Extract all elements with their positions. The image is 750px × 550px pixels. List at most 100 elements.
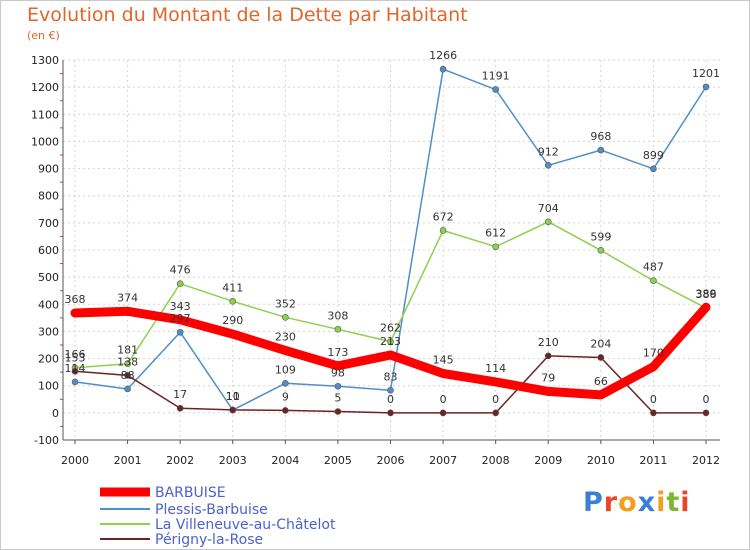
data-label: 138 <box>117 355 138 368</box>
data-point <box>702 409 710 417</box>
data-label: 0 <box>650 393 657 406</box>
x-tick-label: 2008 <box>482 454 510 467</box>
data-label: 262 <box>380 322 401 335</box>
data-point <box>124 360 131 368</box>
logo-letter: P <box>583 487 604 518</box>
y-tick-label: 1100 <box>31 108 59 121</box>
data-point <box>334 325 342 333</box>
data-label: 173 <box>327 346 348 359</box>
data-label: 0 <box>440 393 447 406</box>
data-label: 0 <box>492 393 499 406</box>
data-point <box>597 391 604 398</box>
data-point <box>703 304 709 311</box>
data-label: 704 <box>538 202 559 215</box>
data-label: 968 <box>590 130 611 143</box>
x-tick-label: 2009 <box>534 454 562 467</box>
x-tick-label: 2000 <box>61 454 89 467</box>
y-tick-label: 600 <box>38 244 59 257</box>
data-point <box>545 388 552 395</box>
data-point <box>544 162 552 169</box>
data-label: 98 <box>331 366 345 379</box>
y-tick-label: 500 <box>38 271 59 284</box>
data-label: 114 <box>485 362 506 375</box>
x-tick-label: 2011 <box>639 454 667 467</box>
data-label: 297 <box>170 312 191 325</box>
x-tick-label: 2003 <box>219 454 247 467</box>
data-point <box>282 407 289 414</box>
data-point <box>387 352 394 359</box>
x-tick-label: 2007 <box>429 454 457 467</box>
data-label: 290 <box>222 314 243 327</box>
logo-letter: x <box>637 487 657 518</box>
x-tick-label: 2010 <box>587 454 615 467</box>
data-label: 66 <box>594 375 608 388</box>
data-label: 5 <box>334 392 341 405</box>
data-point <box>439 409 447 417</box>
series <box>70 65 711 417</box>
y-tick-label: 300 <box>38 325 59 338</box>
y-tick-label: 1000 <box>31 135 59 148</box>
data-label: 0 <box>703 393 710 406</box>
x-tick-label: 2001 <box>114 454 142 467</box>
data-point <box>544 218 552 226</box>
data-label: 17 <box>173 388 187 401</box>
y-tick-label: 700 <box>38 217 59 230</box>
data-point <box>177 316 184 323</box>
data-point <box>439 227 447 234</box>
data-label: 1201 <box>692 67 720 80</box>
data-label: 912 <box>538 145 559 158</box>
data-point <box>282 314 289 321</box>
data-label: 1191 <box>482 70 510 83</box>
data-label: 389 <box>696 287 717 300</box>
data-point <box>72 309 78 316</box>
legend-label: Périgny-la-Rose <box>155 532 263 548</box>
data-point <box>229 331 236 338</box>
y-tick-label: 0 <box>52 407 59 420</box>
data-label: 368 <box>65 293 86 306</box>
data-label: 343 <box>170 300 191 313</box>
data-point <box>492 378 499 385</box>
x-tick-label: 2004 <box>271 454 299 467</box>
data-point <box>282 347 289 354</box>
data-point <box>71 368 79 375</box>
data-point <box>124 385 131 393</box>
data-point <box>492 409 499 417</box>
data-point <box>492 86 499 93</box>
x-tick-label: 2002 <box>166 454 194 467</box>
data-point <box>282 379 289 387</box>
x-tick-label: 2005 <box>324 454 352 467</box>
data-label: 352 <box>275 297 296 310</box>
data-label: 79 <box>541 371 555 384</box>
axes: -100010020030040050060070080090010001100… <box>31 54 720 467</box>
data-point <box>387 387 394 394</box>
data-point <box>334 362 341 369</box>
data-point <box>439 65 447 73</box>
data-label: 487 <box>643 261 664 274</box>
data-point <box>387 409 394 417</box>
plot-area <box>63 60 720 440</box>
proxiti-logo: Proxiti <box>583 487 691 518</box>
data-point <box>440 370 447 377</box>
data-point <box>124 308 131 315</box>
data-point <box>229 297 237 305</box>
data-point <box>176 280 184 287</box>
data-point <box>124 372 131 379</box>
y-tick-label: 1300 <box>31 54 59 67</box>
y-tick-label: 100 <box>38 380 59 393</box>
data-point <box>176 404 184 412</box>
data-point <box>492 243 499 251</box>
grid <box>63 59 720 441</box>
data-point <box>597 246 605 254</box>
data-point <box>544 352 552 360</box>
logo-letter: r <box>603 487 619 518</box>
y-tick-label: -100 <box>34 434 59 447</box>
data-point <box>71 378 79 386</box>
y-tick-label: 1200 <box>31 81 59 94</box>
legend-label: BARBUISE <box>155 485 226 501</box>
data-label: 9 <box>282 390 289 403</box>
data-label: 308 <box>327 309 348 322</box>
data-label: 476 <box>170 264 191 277</box>
